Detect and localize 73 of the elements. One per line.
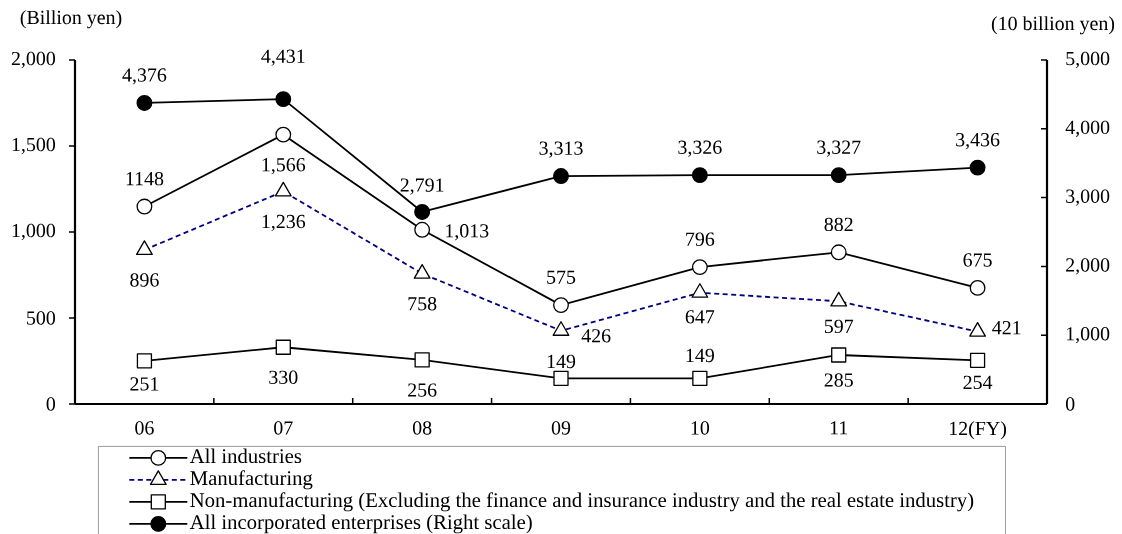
data-label: 3,327 <box>817 140 861 157</box>
y2-tick-label: 1,000 <box>1066 327 1110 344</box>
point <box>136 353 153 369</box>
point <box>969 352 986 368</box>
data-label: 3,326 <box>678 140 722 157</box>
y2-axis-title: (10 billion yen) <box>991 16 1115 35</box>
data-label: 882 <box>824 217 853 232</box>
data-label: 330 <box>269 370 298 385</box>
x-tick-label: 07 <box>274 421 293 435</box>
data-label: 426 <box>581 329 611 343</box>
point <box>692 370 708 387</box>
y-tick-label: 2,000 <box>11 51 56 69</box>
y2-tick-label: 0 <box>1065 397 1075 411</box>
point <box>414 352 430 368</box>
point <box>691 259 708 276</box>
data-label: 1,566 <box>262 158 306 175</box>
data-label: 256 <box>408 383 437 397</box>
y-axis-title: (Billion yen) <box>20 10 122 29</box>
x-tick-label: 11 <box>830 421 848 435</box>
point <box>553 297 569 314</box>
point <box>553 370 569 387</box>
data-label: 421 <box>992 321 1021 335</box>
data-label: 149 <box>686 348 714 363</box>
legend-label: Non-manufacturing (Excluding the finance and insurance industry and the real estate industry) <box>190 492 974 512</box>
data-label: 675 <box>963 253 992 267</box>
point <box>691 167 708 184</box>
point <box>414 221 431 238</box>
data-label: 758 <box>408 296 437 311</box>
x-tick-label: 10 <box>691 421 710 435</box>
data-label: 285 <box>824 373 853 387</box>
legend-label: All industries <box>189 448 302 464</box>
point <box>831 347 847 363</box>
data-label: 896 <box>130 273 159 287</box>
point <box>275 339 291 355</box>
point <box>830 244 847 261</box>
y2-tick-label: 2,000 <box>1066 258 1110 275</box>
data-label: 647 <box>685 310 715 324</box>
data-label: 575 <box>547 270 576 284</box>
x-tick-label: 06 <box>135 421 154 435</box>
x-tick-label: 08 <box>412 421 432 435</box>
data-label: 796 <box>686 232 715 246</box>
y-tick-label: 0 <box>46 397 56 411</box>
data-label: 1148 <box>126 171 164 186</box>
point <box>275 91 292 108</box>
y-tick-label: 500 <box>27 311 56 325</box>
data-label: 254 <box>963 375 993 390</box>
data-label: 1,013 <box>446 224 489 241</box>
legend-label: All incorporated enterprises (Right scale) <box>189 514 532 534</box>
y2-tick-label: 5,000 <box>1066 51 1110 69</box>
point <box>414 204 431 220</box>
point <box>136 198 153 215</box>
y2-tick-label: 4,000 <box>1065 120 1110 137</box>
data-label: 597 <box>824 319 854 334</box>
y-tick-label: 1,000 <box>12 223 56 241</box>
point <box>969 279 986 296</box>
point <box>553 168 569 185</box>
data-label: 2,791 <box>400 178 444 195</box>
data-label: 3,436 <box>956 133 1000 150</box>
data-label: 149 <box>547 354 576 369</box>
data-label: 1,236 <box>262 214 306 232</box>
point <box>830 167 847 184</box>
point <box>969 159 986 176</box>
data-label: 4,431 <box>261 49 305 66</box>
data-label: 251 <box>130 377 159 391</box>
point <box>136 94 153 111</box>
x-tick-label: 12(FY) <box>949 421 1007 440</box>
y2-tick-label: 3,000 <box>1066 189 1110 206</box>
x-tick-label: 09 <box>551 421 571 435</box>
data-label: 3,313 <box>539 141 583 158</box>
legend-label: Manufacturing <box>190 470 313 490</box>
y-tick-label: 1,500 <box>12 137 56 155</box>
point <box>275 126 292 143</box>
data-label: 4,376 <box>122 68 167 85</box>
